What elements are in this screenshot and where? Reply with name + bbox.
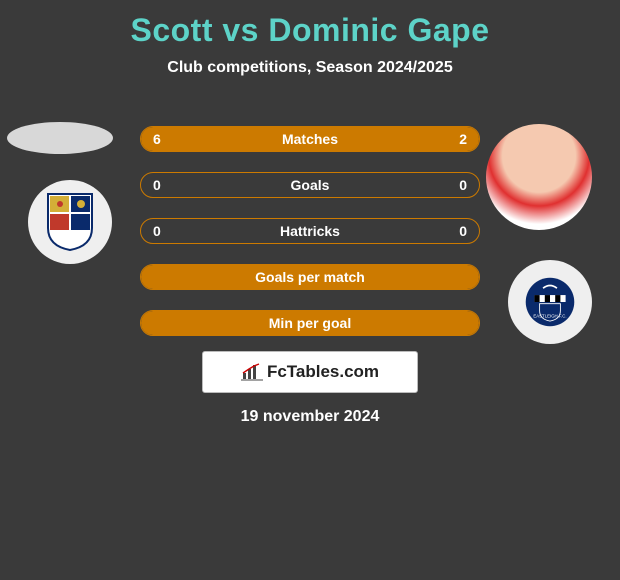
stat-row: 62Matches — [140, 126, 480, 152]
page-title: Scott vs Dominic Gape — [0, 0, 620, 49]
stats-container: 62Matches 00Goals 00Hattricks Goals per mat… — [140, 126, 480, 356]
stat-label: Goals — [141, 173, 479, 197]
stat-label: Matches — [141, 127, 479, 151]
fctables-logo: FcTables.com — [202, 351, 418, 393]
stat-label: Goals per match — [141, 265, 479, 289]
stat-row: 00Goals — [140, 172, 480, 198]
shield-icon — [44, 192, 96, 252]
svg-text:EASTLEIGH F.C.: EASTLEIGH F.C. — [533, 314, 566, 319]
date-label: 19 november 2024 — [0, 408, 620, 426]
stat-label: Hattricks — [141, 219, 479, 243]
bar-chart-icon — [241, 363, 263, 381]
stat-row: Goals per match — [140, 264, 480, 290]
player-left-photo — [7, 122, 113, 154]
stat-row: 00Hattricks — [140, 218, 480, 244]
stat-row: Min per goal — [140, 310, 480, 336]
club-badge-right: EASTLEIGH F.C. — [508, 260, 592, 344]
stat-label: Min per goal — [141, 311, 479, 335]
logo-text: FcTables.com — [267, 362, 379, 382]
club-badge-left — [28, 180, 112, 264]
subtitle: Club competitions, Season 2024/2025 — [0, 59, 620, 77]
shield-icon: EASTLEIGH F.C. — [524, 272, 576, 332]
player-right-photo — [486, 124, 592, 230]
